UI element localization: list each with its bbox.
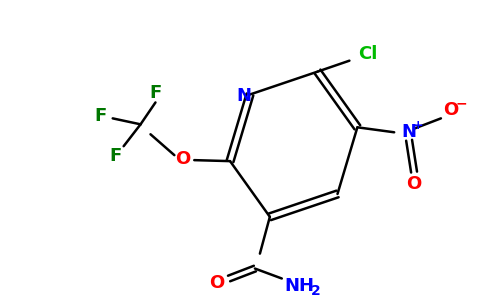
Text: −: −: [456, 96, 468, 110]
Text: Cl: Cl: [358, 45, 377, 63]
Text: F: F: [109, 147, 122, 165]
Text: 2: 2: [311, 284, 320, 298]
Text: O: O: [443, 101, 458, 119]
Text: N: N: [402, 123, 417, 141]
Text: O: O: [210, 274, 225, 292]
Text: F: F: [95, 107, 107, 125]
Text: NH: NH: [285, 278, 315, 296]
Text: O: O: [407, 175, 422, 193]
Text: N: N: [237, 88, 252, 106]
Text: F: F: [150, 83, 162, 101]
Text: +: +: [413, 119, 424, 132]
Text: O: O: [175, 150, 190, 168]
